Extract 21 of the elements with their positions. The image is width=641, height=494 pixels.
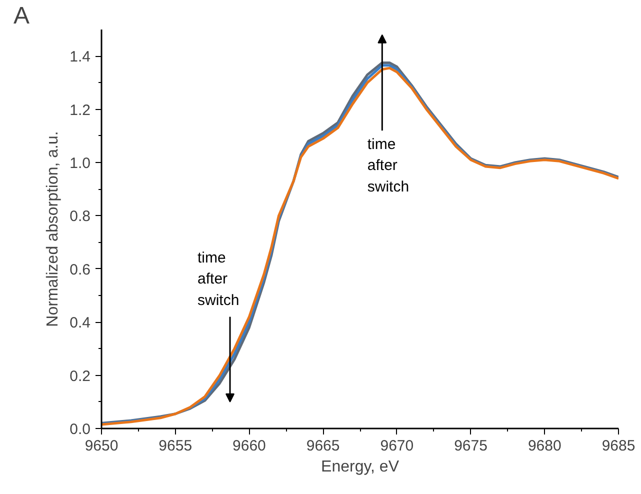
y-tick-label: 0.4 — [70, 314, 91, 332]
annotation: time after switch — [367, 136, 410, 196]
annotation: time after switch — [198, 249, 240, 309]
x-tick-label: 9665 — [306, 438, 340, 454]
y-tick-label: 1.0 — [70, 155, 91, 172]
x-tick-label: 9650 — [84, 438, 118, 454]
y-axis-title: Normalized absorption, a.u. — [44, 131, 62, 327]
y-tick-label: 0.8 — [70, 208, 91, 226]
y-tick-label: 0.0 — [70, 421, 91, 438]
x-tick-label: 9675 — [454, 438, 488, 454]
y-tick-label: 1.2 — [70, 102, 91, 119]
y-tick-label: 0.6 — [70, 261, 91, 278]
x-tick-label: 9660 — [232, 438, 266, 454]
y-tick-label: 1.4 — [70, 48, 91, 66]
x-tick-label: 9670 — [380, 438, 414, 454]
text: A — [14, 2, 30, 30]
y-tick-label: 0.2 — [70, 368, 91, 385]
x-tick-label: 9655 — [158, 438, 192, 454]
x-tick-label: 9685 — [602, 438, 636, 454]
x-axis-title: Energy, eV — [321, 458, 400, 476]
x-tick-label: 9680 — [528, 438, 562, 454]
